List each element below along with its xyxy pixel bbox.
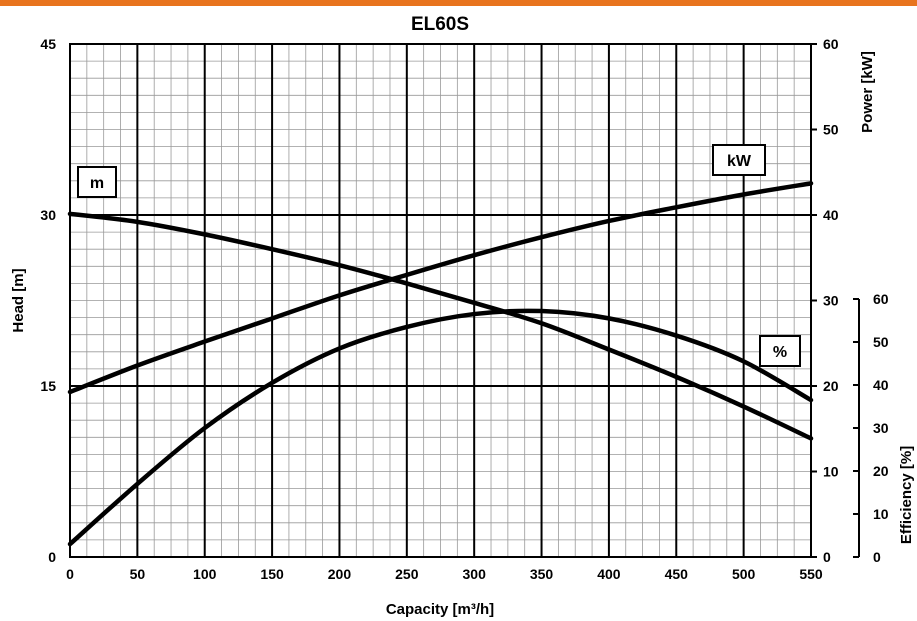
x-tick-label: 50 bbox=[130, 566, 146, 582]
minor-gridlines bbox=[70, 44, 811, 557]
head-tick-label: 30 bbox=[40, 207, 56, 223]
efficiency-tick-label: 30 bbox=[873, 420, 889, 436]
efficiency-axis-label: Efficiency [%] bbox=[898, 446, 915, 544]
efficiency-axis: 0 10 20 30 40 50 60 bbox=[853, 291, 889, 565]
power-tick-label: 20 bbox=[823, 378, 839, 394]
power-tick-label: 50 bbox=[823, 122, 839, 138]
power-tick-label: 60 bbox=[823, 36, 839, 52]
x-tick-label: 0 bbox=[66, 566, 74, 582]
x-tick-label: 100 bbox=[193, 566, 217, 582]
x-tick-label: 250 bbox=[395, 566, 419, 582]
x-tick-label: 150 bbox=[260, 566, 284, 582]
head-tick-label: 15 bbox=[40, 378, 56, 394]
x-tick-label: 400 bbox=[597, 566, 621, 582]
labels: 0 50 100 150 200 250 300 350 400 450 500 5500153045… bbox=[40, 36, 838, 582]
x-tick-label: 500 bbox=[732, 566, 756, 582]
efficiency-tick-label: 10 bbox=[873, 506, 889, 522]
head-axis-label: Head [m] bbox=[10, 268, 27, 332]
efficiency-series-label: % bbox=[760, 336, 800, 366]
x-tick-label: 300 bbox=[463, 566, 487, 582]
series-label-text: % bbox=[773, 344, 787, 361]
x-tick-label: 350 bbox=[530, 566, 554, 582]
head-series-label: m bbox=[78, 167, 116, 197]
efficiency-tick-label: 50 bbox=[873, 334, 889, 350]
x-tick-label: 550 bbox=[799, 566, 823, 582]
series-label-text: m bbox=[90, 175, 104, 192]
power-series-label: kW bbox=[713, 145, 765, 175]
efficiency-tick-label: 0 bbox=[873, 549, 881, 565]
power-tick-label: 40 bbox=[823, 207, 839, 223]
efficiency-tick-label: 20 bbox=[873, 463, 889, 479]
power-tick-label: 0 bbox=[823, 549, 831, 565]
power-tick-label: 10 bbox=[823, 464, 839, 480]
chart-title: EL60S bbox=[411, 14, 469, 35]
series-label-text: kW bbox=[727, 153, 752, 170]
head-tick-label: 0 bbox=[48, 549, 56, 565]
power-tick-label: 30 bbox=[823, 293, 839, 309]
power-axis-label: Power [kW] bbox=[859, 51, 876, 133]
efficiency-tick-label: 60 bbox=[873, 291, 889, 307]
head-tick-label: 45 bbox=[40, 36, 56, 52]
x-tick-label: 200 bbox=[328, 566, 352, 582]
x-axis-label: Capacity [m³/h] bbox=[386, 601, 494, 618]
x-tick-label: 450 bbox=[665, 566, 689, 582]
efficiency-tick-label: 40 bbox=[873, 377, 889, 393]
